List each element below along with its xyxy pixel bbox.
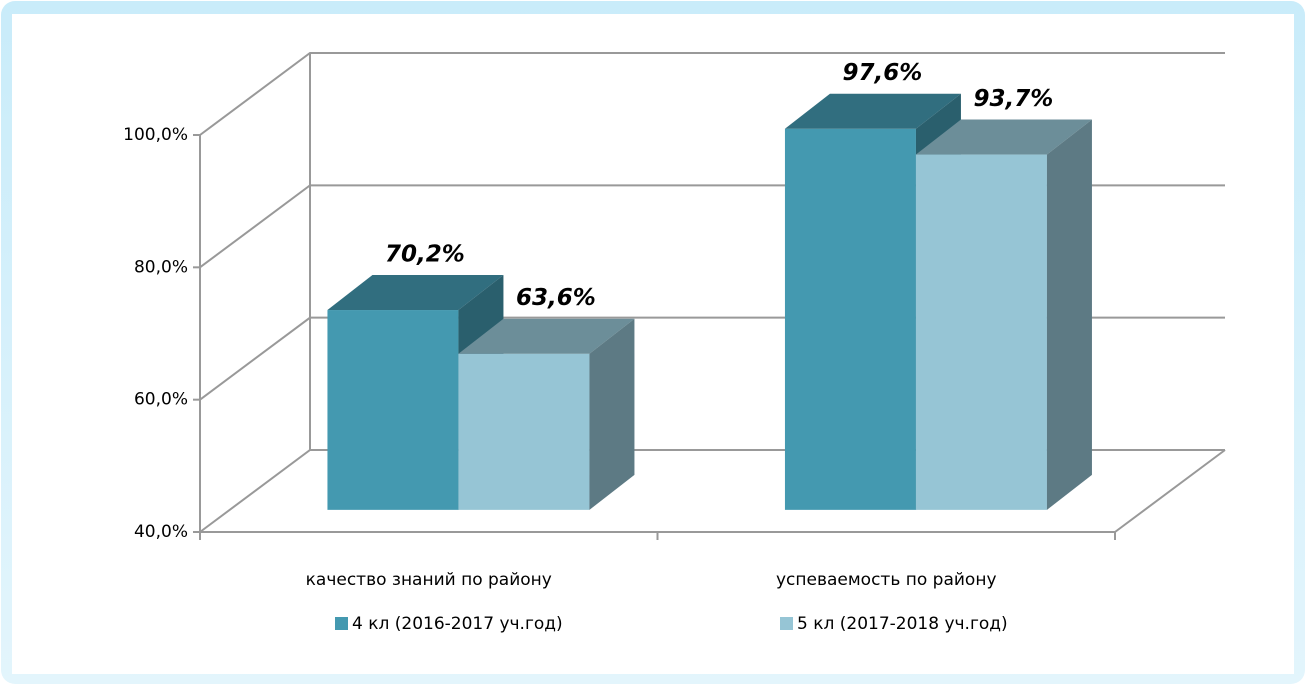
value-label: 97,6% [843,60,923,86]
y-tick-label: 80,0% [134,257,188,277]
legend-swatch [335,617,348,630]
value-label: 93,7% [974,86,1054,112]
bar-top [458,318,635,354]
plot-background [12,14,1294,674]
floor-edge [1114,449,1226,533]
bar [784,128,916,510]
x-tick-label: успеваемость по району [776,570,997,590]
bar-top [784,93,961,129]
value-label: 70,2% [385,242,465,268]
value-label: 63,6% [516,285,596,311]
bar [915,154,1047,510]
bar [458,353,590,510]
y-tick-label: 100,0% [123,125,188,145]
x-tick-label: качество знаний по району [306,570,552,590]
plot: 40,0% 60,0% 80,0% 100,0% качество знаний по … [123,52,1226,634]
legend-label: 5 кл (2017-2018 уч.год) [797,614,1008,634]
y-tick-label: 60,0% [134,390,188,410]
bar-side [589,318,635,510]
legend-swatch [780,617,793,630]
y-tick-label: 40,0% [134,522,188,542]
legend-label: 4 кл (2016-2017 уч.год) [352,614,563,634]
bar [327,310,459,510]
bar-side [1046,119,1092,510]
bar-top [327,275,504,311]
bar-top [915,119,1092,155]
grid-line [199,52,1225,136]
